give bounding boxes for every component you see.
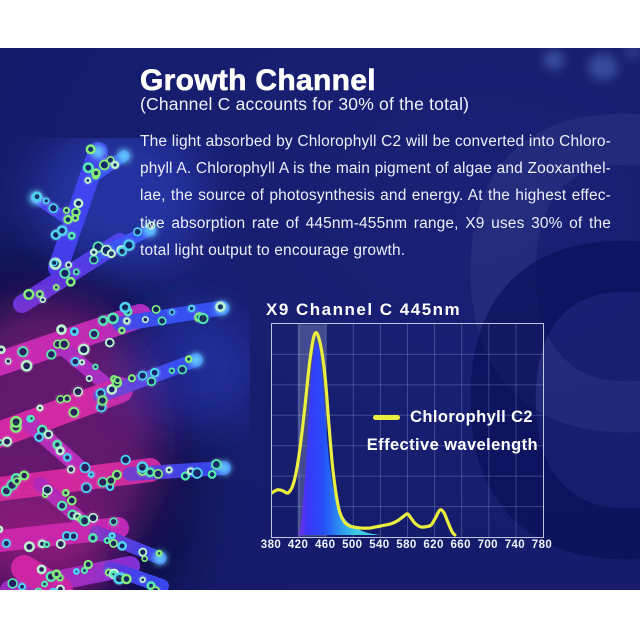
watermark-letter-dark: C [452,149,640,590]
spectrum-plot [272,324,543,537]
x-tick-label: 580 [396,539,417,551]
x-tick-label: 620 [423,539,444,551]
x-tick-label: 380 [260,539,282,551]
promo-panel: C C Growth Channel (Channel C accounts f… [0,48,640,590]
body-line: The light absorbed by Chlorophyll C2 wil… [140,133,611,150]
page-subtitle: (Channel C accounts for 30% of the total… [140,94,470,114]
bokeh-light-1 [543,50,565,70]
bokeh-light-2 [588,54,618,80]
watermark-layer: C C [452,48,640,590]
page-title: Growth Channel [140,64,376,98]
body-line: total light output to encourage growth. [140,241,406,259]
body-line: lae, the source of photosynthesis and en… [140,187,611,205]
x-tick-label: 540 [369,539,390,551]
x-tick-label: 660 [450,539,471,551]
body-line: phyll A. Chlorophyll A is the main pigme… [140,160,611,178]
bottom-letterbox [0,590,640,640]
body-paragraph: The light absorbed by Chlorophyll C2 wil… [140,128,611,264]
legend-item-chlorophyll: Chlorophyll C2 [373,408,533,427]
x-tick-label: 780 [531,539,553,551]
top-letterbox [0,0,640,48]
chart-title: X9 Channel C 445nm [266,300,462,319]
spectrum-chart: Chlorophyll C2 Effective wavelength [271,323,544,538]
x-tick-label: 420 [287,539,309,551]
x-tick-label: 500 [342,539,363,551]
x-tick-label: 460 [314,539,336,551]
x-tick-label: 700 [477,539,498,551]
x-axis-labels: 380 420 460 500 540 580 620 660 700 740 780 [0,539,640,555]
legend-item-effective-wavelength: Effective wavelength [367,436,538,455]
legend-label: Effective wavelength [366,436,538,454]
body-line: tive absorption rate of 445nm-455nm rang… [140,214,611,232]
coral-photo [0,138,250,590]
legend-line-swatch [373,415,401,420]
bokeh-light-3 [624,48,640,60]
legend-label: Chlorophyll C2 [410,408,533,426]
watermark-letter-light: C [452,48,640,524]
x-tick-label: 740 [504,539,526,551]
